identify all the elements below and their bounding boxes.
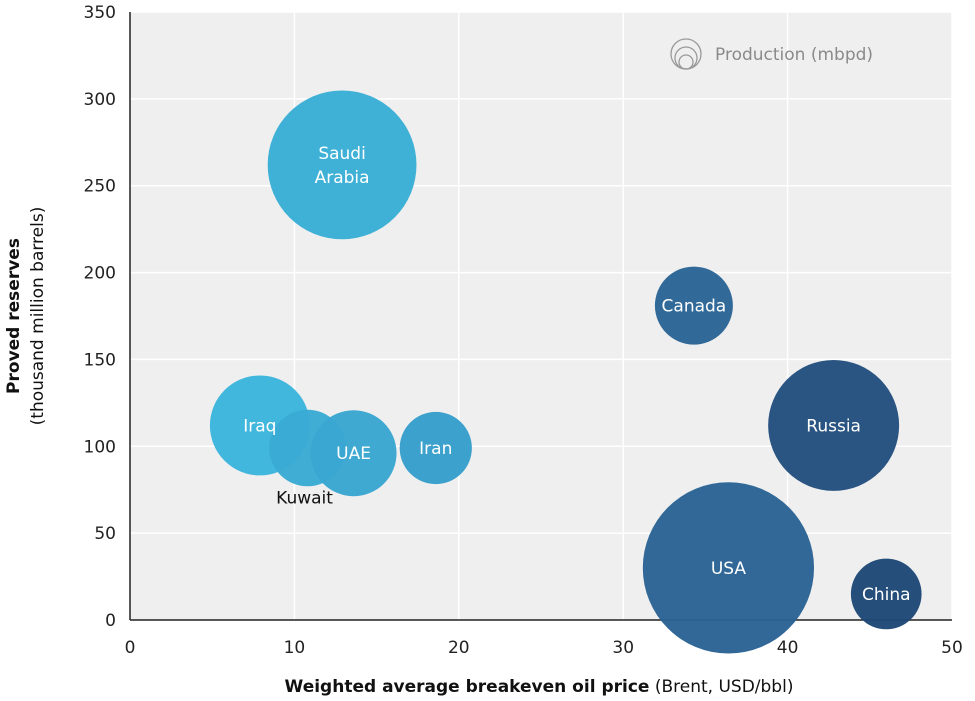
- bubble: [399, 411, 472, 485]
- y-axis-title: Proved reserves (thousand million barrel…: [4, 207, 48, 426]
- x-tick-label: 30: [612, 638, 634, 658]
- plot-area: [130, 12, 952, 620]
- bubble-label: Kuwait: [276, 488, 333, 508]
- bubble-label: China: [862, 585, 911, 605]
- bubble-label: Iran: [419, 439, 452, 459]
- y-tick-label: 50: [94, 524, 116, 544]
- x-axis-title: Weighted average breakeven oil price (Br…: [285, 677, 794, 697]
- y-tick-label: 300: [84, 90, 116, 110]
- x-tick-label: 0: [125, 638, 136, 658]
- bubble-label: Iraq: [243, 416, 276, 436]
- x-axis-title-units: (Brent, USD/bbl): [649, 677, 793, 697]
- bubble: [654, 266, 733, 345]
- y-tick-label: 350: [84, 3, 116, 23]
- bubble: [642, 482, 815, 654]
- axes: 0 10 20 30 40 50 0 50 100 150 200 250 300 350: [84, 3, 963, 658]
- y-tick-label: 100: [84, 437, 116, 457]
- bubble: [310, 410, 397, 497]
- bubble: [267, 90, 417, 240]
- y-tick-label: 250: [84, 177, 116, 197]
- bubble: [850, 558, 922, 630]
- y-tick-label: 200: [84, 264, 116, 284]
- bubble-label: Saudi Arabia: [315, 144, 370, 188]
- y-axis-title-sub: (thousand million barrels): [28, 207, 48, 426]
- y-axis-title-main: Proved reserves: [4, 238, 24, 394]
- legend: Production (mbpd): [670, 38, 873, 70]
- bubble-label: USA: [711, 559, 747, 579]
- y-tick-label: 150: [84, 350, 116, 370]
- bubble-label: UAE: [336, 444, 371, 464]
- x-tick-label: 20: [448, 638, 470, 658]
- x-tick-label: 50: [941, 638, 963, 658]
- x-tick-label: 10: [284, 638, 306, 658]
- bubble-labels: Saudi Arabia Iraq Kuwait UAE Iran Canada Russia…: [243, 144, 910, 605]
- x-axis-title-main: Weighted average breakeven oil price: [285, 677, 650, 697]
- x-tick-label: 40: [777, 638, 799, 658]
- legend-circle: [678, 54, 694, 70]
- bubble-label: Russia: [806, 416, 861, 436]
- bubble: [768, 359, 900, 491]
- legend-label: Production (mbpd): [715, 45, 873, 65]
- bubbles: [209, 90, 922, 654]
- nested-circles-icon: [670, 38, 702, 70]
- bubble-label: Canada: [662, 297, 727, 317]
- y-tick-label: 0: [105, 611, 116, 631]
